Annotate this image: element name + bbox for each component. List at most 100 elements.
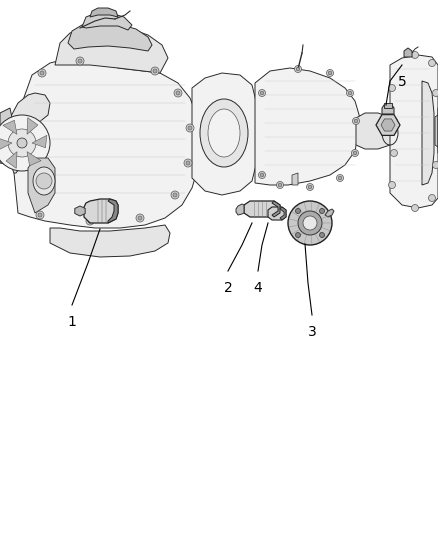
Polygon shape	[14, 58, 200, 228]
Circle shape	[174, 89, 182, 97]
Polygon shape	[55, 26, 168, 73]
Circle shape	[296, 208, 300, 214]
Circle shape	[296, 67, 300, 71]
Circle shape	[319, 208, 325, 214]
Circle shape	[298, 211, 322, 235]
Circle shape	[354, 119, 358, 123]
Circle shape	[346, 90, 353, 96]
Circle shape	[36, 173, 52, 189]
Polygon shape	[108, 199, 118, 223]
Polygon shape	[6, 152, 17, 168]
Circle shape	[411, 52, 418, 59]
Polygon shape	[280, 207, 286, 220]
Circle shape	[432, 90, 438, 96]
Circle shape	[78, 59, 82, 63]
Circle shape	[348, 91, 352, 95]
Circle shape	[38, 213, 42, 217]
Text: 1: 1	[67, 315, 77, 329]
Polygon shape	[404, 48, 412, 57]
Circle shape	[171, 191, 179, 199]
Circle shape	[428, 60, 435, 67]
Polygon shape	[382, 105, 394, 114]
Ellipse shape	[208, 109, 240, 157]
Polygon shape	[90, 8, 118, 17]
Circle shape	[328, 71, 332, 75]
Circle shape	[188, 126, 192, 130]
Circle shape	[296, 232, 300, 238]
Circle shape	[76, 57, 84, 65]
Circle shape	[173, 193, 177, 197]
Circle shape	[288, 201, 332, 245]
Polygon shape	[84, 199, 118, 223]
Circle shape	[303, 216, 317, 230]
Circle shape	[389, 85, 396, 92]
Circle shape	[184, 159, 192, 167]
Circle shape	[391, 117, 398, 125]
Circle shape	[389, 182, 396, 189]
Circle shape	[186, 161, 190, 165]
Circle shape	[432, 161, 438, 168]
Circle shape	[428, 195, 435, 201]
Ellipse shape	[200, 99, 248, 167]
Polygon shape	[384, 103, 392, 108]
Polygon shape	[192, 73, 256, 195]
Circle shape	[0, 115, 50, 171]
Circle shape	[294, 66, 301, 72]
Circle shape	[353, 151, 357, 155]
Circle shape	[260, 173, 264, 177]
Polygon shape	[27, 118, 38, 134]
Polygon shape	[8, 93, 50, 173]
Polygon shape	[50, 225, 170, 257]
Polygon shape	[255, 68, 360, 185]
Circle shape	[260, 91, 264, 95]
Polygon shape	[236, 204, 244, 215]
Polygon shape	[376, 115, 400, 135]
Polygon shape	[435, 115, 438, 147]
Polygon shape	[272, 201, 280, 217]
Polygon shape	[292, 173, 298, 185]
Polygon shape	[325, 209, 334, 217]
Circle shape	[38, 69, 46, 77]
Circle shape	[307, 183, 314, 190]
Circle shape	[138, 216, 142, 220]
Text: 4: 4	[254, 281, 262, 295]
Circle shape	[319, 232, 325, 238]
Circle shape	[352, 149, 358, 157]
Circle shape	[88, 219, 92, 223]
Polygon shape	[0, 138, 12, 151]
Circle shape	[36, 211, 44, 219]
Circle shape	[136, 214, 144, 222]
Circle shape	[86, 217, 94, 225]
Circle shape	[338, 176, 342, 180]
Polygon shape	[356, 113, 398, 149]
Polygon shape	[28, 158, 55, 213]
Circle shape	[40, 71, 44, 75]
Polygon shape	[0, 108, 12, 165]
Circle shape	[411, 205, 418, 212]
Polygon shape	[75, 206, 85, 216]
Polygon shape	[381, 119, 395, 131]
Circle shape	[353, 117, 360, 125]
Polygon shape	[244, 201, 280, 217]
Circle shape	[8, 129, 36, 157]
Text: 5: 5	[398, 75, 406, 89]
Polygon shape	[32, 135, 47, 148]
Circle shape	[176, 91, 180, 95]
Circle shape	[258, 90, 265, 96]
Circle shape	[391, 149, 398, 157]
Circle shape	[336, 174, 343, 182]
Circle shape	[258, 172, 265, 179]
Ellipse shape	[33, 167, 55, 195]
Polygon shape	[82, 13, 132, 30]
Circle shape	[276, 182, 283, 189]
Polygon shape	[268, 207, 286, 220]
Text: 3: 3	[307, 325, 316, 339]
Circle shape	[326, 69, 333, 77]
Circle shape	[186, 124, 194, 132]
Circle shape	[278, 183, 282, 187]
Circle shape	[151, 67, 159, 75]
Circle shape	[153, 69, 157, 73]
Polygon shape	[390, 55, 438, 208]
Polygon shape	[68, 23, 152, 51]
Circle shape	[17, 138, 27, 148]
